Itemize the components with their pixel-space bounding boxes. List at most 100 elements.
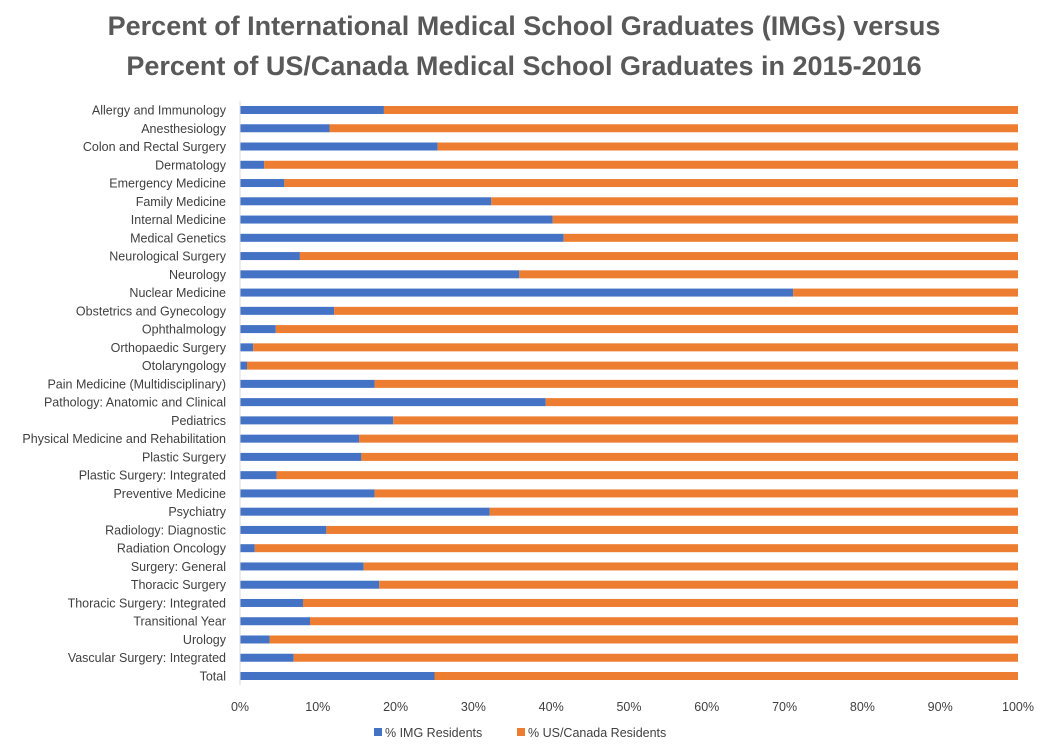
bar-us-canada-23 <box>326 525 1018 534</box>
category-label: Internal Medicine <box>131 213 226 227</box>
bar-img-29 <box>240 635 270 644</box>
bar-us-canada-2 <box>437 142 1018 151</box>
bar-us-canada-20 <box>276 471 1018 480</box>
legend-swatch-us-canada <box>517 728 525 736</box>
bar-img-28 <box>240 617 311 626</box>
category-label: Anesthesiology <box>141 122 227 136</box>
bar-us-canada-24 <box>254 544 1019 553</box>
category-label: Thoracic Surgery: Integrated <box>68 596 226 610</box>
bar-img-17 <box>240 416 394 425</box>
bar-us-canada-16 <box>545 398 1018 407</box>
bar-img-27 <box>240 598 304 607</box>
bar-us-canada-3 <box>264 160 1018 169</box>
bar-us-canada-4 <box>284 179 1018 188</box>
bar-img-20 <box>240 471 277 480</box>
bar-img-18 <box>240 434 360 443</box>
bar-us-canada-29 <box>269 635 1019 644</box>
bar-us-canada-7 <box>563 233 1018 242</box>
bar-us-canada-0 <box>383 106 1018 114</box>
bar-us-canada-9 <box>519 270 1018 279</box>
bar-img-14 <box>240 361 248 370</box>
bar-img-26 <box>240 580 380 589</box>
legend-swatch-img <box>374 728 382 736</box>
chart-title-line-1: Percent of International Medical School … <box>107 11 941 41</box>
bar-us-canada-8 <box>299 252 1018 261</box>
category-label: Radiation Oncology <box>117 542 227 556</box>
bar-img-31 <box>240 672 435 680</box>
bar-us-canada-18 <box>359 434 1018 443</box>
bar-img-15 <box>240 379 375 388</box>
bar-us-canada-22 <box>489 507 1018 516</box>
bar-us-canada-31 <box>434 672 1018 680</box>
bar-img-8 <box>240 252 300 261</box>
bar-us-canada-19 <box>361 452 1018 461</box>
bar-us-canada-11 <box>334 306 1018 315</box>
bar-us-canada-13 <box>253 343 1018 352</box>
x-tick-label: 40% <box>539 700 564 714</box>
bar-img-9 <box>240 270 520 279</box>
bar-img-25 <box>240 562 364 571</box>
x-tick-label: 60% <box>694 700 719 714</box>
category-label: Psychiatry <box>168 505 226 519</box>
x-tick-label: 70% <box>772 700 797 714</box>
bar-img-4 <box>240 179 285 188</box>
category-label: Nuclear Medicine <box>129 286 226 300</box>
bar-us-canada-30 <box>293 653 1018 662</box>
category-label: Orthopaedic Surgery <box>111 341 227 355</box>
category-label: Medical Genetics <box>130 231 226 245</box>
bar-img-0 <box>240 106 384 114</box>
bar-img-24 <box>240 544 255 553</box>
category-label: Allergy and Immunology <box>92 104 227 118</box>
bar-us-canada-25 <box>363 562 1018 571</box>
bar-img-1 <box>240 124 330 133</box>
bar-img-7 <box>240 233 564 242</box>
category-label: Ophthalmology <box>142 323 227 337</box>
bar-us-canada-21 <box>374 489 1018 498</box>
category-label: Colon and Rectal Surgery <box>83 140 227 154</box>
category-label: Vascular Surgery: Integrated <box>68 651 226 665</box>
bar-us-canada-6 <box>552 215 1018 224</box>
bar-img-16 <box>240 398 546 407</box>
x-tick-label: 100% <box>1002 700 1034 714</box>
category-label: Plastic Surgery: Integrated <box>79 469 226 483</box>
x-tick-label: 80% <box>850 700 875 714</box>
bar-img-12 <box>240 325 276 334</box>
bar-img-13 <box>240 343 254 352</box>
x-tick-label: 0% <box>231 700 249 714</box>
category-label: Pediatrics <box>171 414 226 428</box>
bar-us-canada-26 <box>379 580 1019 589</box>
bar-us-canada-12 <box>275 325 1019 334</box>
category-label: Total <box>200 670 226 684</box>
legend-label: % US/Canada Residents <box>528 726 666 740</box>
bar-img-23 <box>240 525 327 534</box>
category-label: Urology <box>183 633 227 647</box>
bar-us-canada-27 <box>303 598 1018 607</box>
bar-us-canada-17 <box>393 416 1018 425</box>
category-label: Thoracic Surgery <box>131 578 227 592</box>
bar-us-canada-15 <box>374 379 1018 388</box>
chart-title-line-2: Percent of US/Canada Medical School Grad… <box>126 51 922 81</box>
category-label: Dermatology <box>155 158 227 172</box>
category-label: Pathology: Anatomic and Clinical <box>44 396 226 410</box>
bar-us-canada-5 <box>491 197 1018 206</box>
bar-img-21 <box>240 489 375 498</box>
category-label: Preventive Medicine <box>113 487 226 501</box>
legend-label: % IMG Residents <box>385 726 482 740</box>
bar-img-11 <box>240 306 335 315</box>
bar-img-2 <box>240 142 438 151</box>
category-label: Otolaryngology <box>142 359 227 373</box>
category-label: Neurological Surgery <box>109 250 226 264</box>
x-tick-label: 30% <box>461 700 486 714</box>
category-label: Plastic Surgery <box>142 450 227 464</box>
category-label: Radiology: Diagnostic <box>105 523 226 537</box>
category-label: Family Medicine <box>136 195 226 209</box>
bar-img-10 <box>240 288 794 297</box>
bar-us-canada-14 <box>247 361 1018 370</box>
bar-img-22 <box>240 507 490 516</box>
bar-us-canada-28 <box>310 617 1018 626</box>
category-label: Physical Medicine and Rehabilitation <box>22 432 226 446</box>
x-tick-label: 50% <box>616 700 641 714</box>
bar-us-canada-10 <box>793 288 1018 297</box>
